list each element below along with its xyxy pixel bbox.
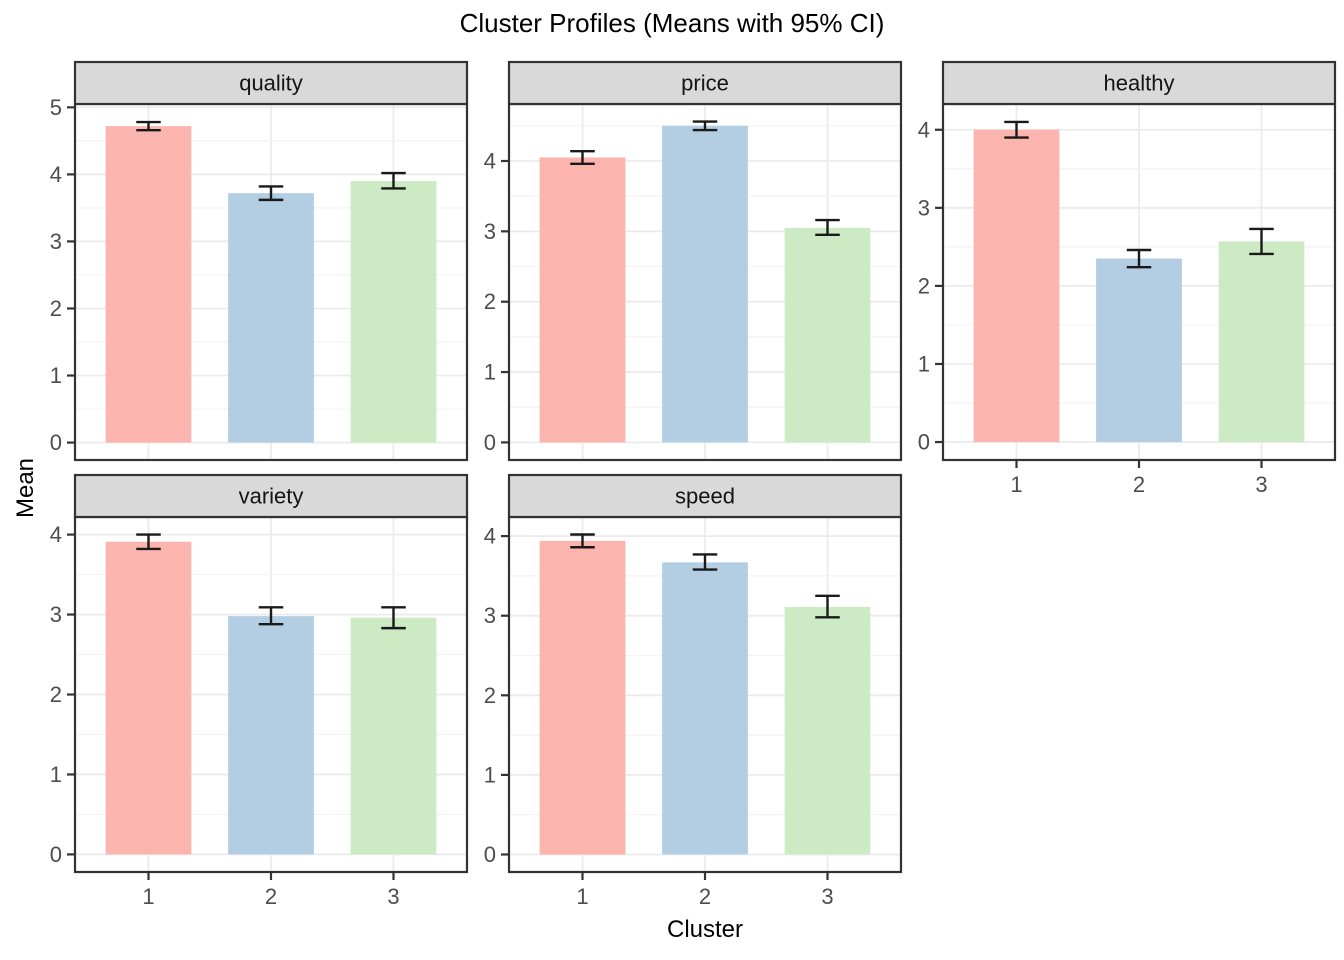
y-tick-label: 0: [918, 430, 930, 455]
facet-healthy: healthy 0 1 2 3 4 1 2 3: [918, 60, 1337, 497]
x-tick-label: 3: [821, 884, 833, 909]
y-tick-label: 0: [50, 842, 62, 867]
bar-variety-cluster-3: [350, 617, 437, 855]
y-tick-label: 1: [484, 762, 496, 787]
y-tick-label: 2: [918, 273, 930, 298]
y-tick-label: 3: [484, 603, 496, 628]
x-tick-label: 2: [699, 884, 711, 909]
facet-strip: [941, 60, 1337, 106]
x-axis-title: Cluster: [666, 916, 744, 943]
errorbar-variety-cluster-2: [258, 606, 284, 626]
facet-price: price 0 1 2 3 4: [484, 60, 903, 462]
facet-speed: speed 0 1 2 3 4 1 2 3: [484, 473, 903, 909]
y-tick-label: 4: [50, 162, 62, 187]
x-tick-label: 1: [576, 884, 588, 909]
y-tick-label: 2: [484, 289, 496, 314]
x-tick-label: 3: [387, 884, 399, 909]
y-tick-label: 1: [918, 351, 930, 376]
bar-price-cluster-1: [539, 157, 626, 443]
facet-strip: [507, 60, 903, 106]
errorbar-price-cluster-2: [692, 120, 718, 132]
errorbar-price-cluster-3: [815, 218, 840, 237]
errorbar-healthy-cluster-1: [1004, 120, 1029, 139]
x-tick-label: 1: [142, 884, 154, 909]
facet-strip: [73, 60, 469, 106]
errorbar-speed-cluster-3: [815, 594, 840, 619]
y-tick-label: 2: [484, 683, 496, 708]
bar-speed-cluster-1: [539, 540, 626, 855]
bar-healthy-cluster-3: [1218, 241, 1305, 443]
y-tick-label: 0: [50, 430, 62, 455]
bar-variety-cluster-1: [105, 541, 192, 855]
x-tick-label: 2: [265, 884, 277, 909]
bar-price-cluster-3: [784, 227, 871, 443]
facet-strip: [73, 473, 469, 519]
bar-speed-cluster-3: [784, 606, 871, 855]
bar-quality-cluster-3: [350, 181, 437, 443]
bar-price-cluster-2: [662, 125, 748, 443]
y-tick-label: 4: [484, 524, 496, 549]
y-tick-label: 4: [918, 117, 930, 142]
errorbar-speed-cluster-2: [692, 553, 718, 571]
facet-quality: quality 0 1 2 3 4 5: [50, 60, 469, 462]
errorbar-speed-cluster-1: [570, 533, 595, 549]
errorbar-quality-cluster-1: [136, 120, 161, 132]
y-tick-label: 2: [50, 682, 62, 707]
errorbar-quality-cluster-2: [258, 185, 284, 202]
x-tick-label: 2: [1133, 472, 1145, 497]
bar-healthy-cluster-1: [973, 129, 1060, 443]
bar-quality-cluster-2: [228, 193, 314, 443]
errorbar-healthy-cluster-2: [1126, 248, 1152, 269]
y-tick-label: 2: [50, 296, 62, 321]
y-tick-label: 3: [50, 602, 62, 627]
errorbar-variety-cluster-1: [136, 533, 161, 551]
y-tick-label: 4: [484, 148, 496, 173]
y-tick-label: 1: [50, 762, 62, 787]
bar-variety-cluster-2: [228, 616, 314, 855]
errorbar-healthy-cluster-3: [1249, 227, 1274, 256]
y-tick-label: 3: [918, 195, 930, 220]
x-tick-label: 1: [1010, 472, 1022, 497]
facet-strip-label: price: [681, 71, 729, 96]
y-tick-label: 4: [50, 522, 62, 547]
errorbar-variety-cluster-3: [381, 606, 406, 630]
facet-strip-label: quality: [239, 71, 303, 96]
y-tick-label: 5: [50, 95, 62, 120]
facet-strip: [507, 473, 903, 519]
errorbar-price-cluster-1: [570, 149, 595, 166]
errorbar-quality-cluster-3: [381, 171, 406, 190]
bar-speed-cluster-2: [662, 562, 748, 855]
facet-strip-label: variety: [239, 484, 304, 509]
x-tick-label: 3: [1255, 472, 1267, 497]
bar-quality-cluster-1: [105, 126, 192, 443]
facet-strip-label: healthy: [1104, 71, 1175, 96]
facet-variety: variety 0 1 2 3 4 1 2 3: [50, 473, 469, 909]
y-tick-label: 0: [484, 842, 496, 867]
y-tick-label: 3: [484, 219, 496, 244]
chart-title: Cluster Profiles (Means with 95% CI): [459, 8, 885, 38]
y-tick-label: 0: [484, 430, 496, 455]
facet-strip-label: speed: [675, 484, 735, 509]
y-tick-label: 3: [50, 229, 62, 254]
bar-healthy-cluster-2: [1096, 258, 1182, 443]
y-tick-label: 1: [484, 360, 496, 385]
y-tick-label: 1: [50, 363, 62, 388]
